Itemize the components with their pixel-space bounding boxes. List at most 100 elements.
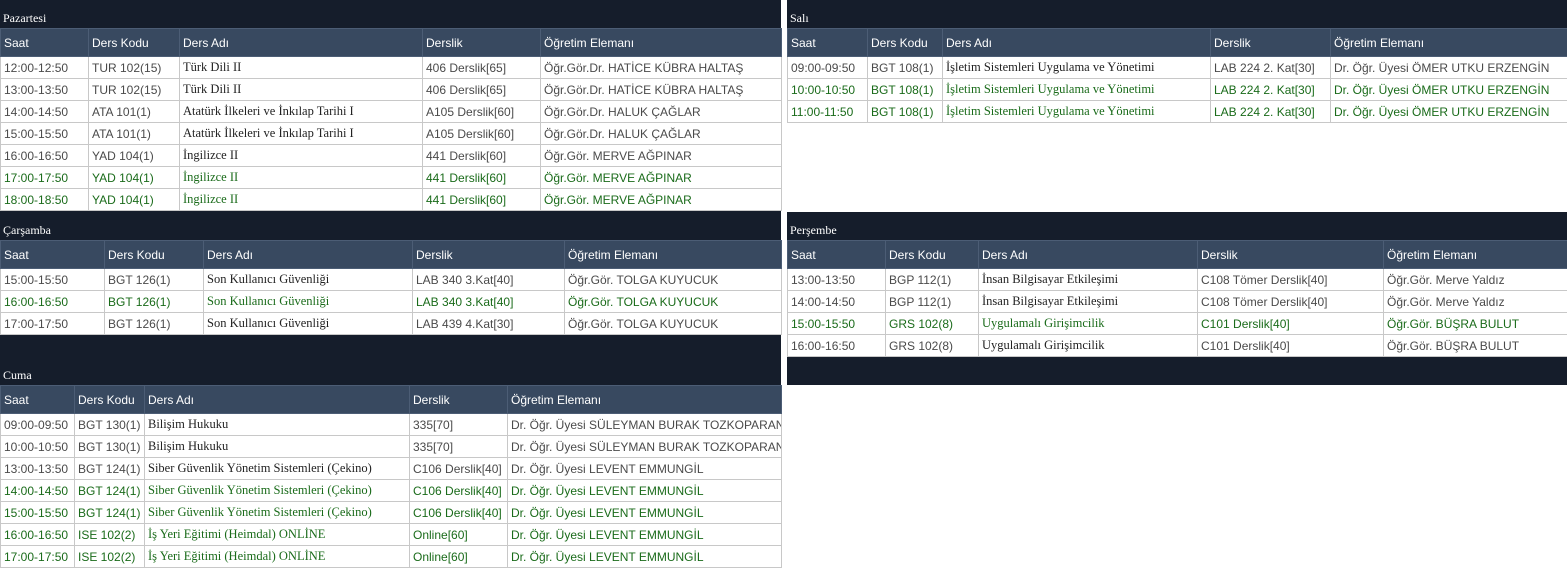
cell-ders-adi: İş Yeri Eğitimi (Heimdal) ONLİNE (144, 523, 410, 546)
header-derslik: Derslik (412, 240, 565, 269)
cell-derslik: 335[70] (409, 413, 508, 436)
schedule-panel-sali: Salı Saat Ders Kodu Ders Adı Derslik Öğr… (787, 0, 1567, 212)
table-row: 18:00-18:50 YAD 104(1) İngilizce II 441 Der… (0, 188, 782, 211)
cell-ders-adi: İngilizce II (179, 144, 423, 167)
cell-ogretim-elemani: Öğr.Gör. TOLGA KUYUCUK (564, 268, 782, 291)
header-derslik: Derslik (1197, 240, 1384, 269)
cell-ders-adi: Son Kullanıcı Güvenliği (203, 312, 413, 335)
cell-ders-adi: Siber Güvenlik Yönetim Sistemleri (Çekin… (144, 501, 410, 524)
header-ders-adi: Ders Adı (978, 240, 1198, 269)
cell-derslik: LAB 224 2. Kat[30] (1210, 56, 1331, 79)
header-ogretim-elemani: Öğretim Elemanı (1330, 28, 1567, 57)
header-ders-adi: Ders Adı (179, 28, 423, 57)
table-row: 09:00-09:50 BGT 108(1) İşletim Sistemleri … (787, 56, 1567, 79)
header-saat: Saat (787, 28, 868, 57)
header-derslik: Derslik (409, 385, 508, 414)
cell-ders-kodu: BGT 108(1) (867, 56, 943, 79)
table-row: 16:00-16:50 GRS 102(8) Uygulamalı Girişimc… (787, 334, 1567, 357)
header-derslik: Derslik (422, 28, 541, 57)
cell-ders-kodu: BGT 108(1) (867, 100, 943, 123)
table-row: 13:00-13:50 BGT 124(1) Siber Güvenlik Yöne… (0, 457, 782, 480)
schedule-table-cuma: Saat Ders Kodu Ders Adı Derslik Öğretim … (0, 385, 782, 568)
cell-derslik: C108 Tömer Derslik[40] (1197, 268, 1384, 291)
header-saat: Saat (0, 28, 89, 57)
cell-saat: 17:00-17:50 (0, 312, 105, 335)
cell-derslik: A105 Derslik[60] (422, 122, 541, 145)
header-saat: Saat (0, 240, 105, 269)
cell-saat: 09:00-09:50 (0, 413, 75, 436)
cell-derslik: 441 Derslik[60] (422, 144, 541, 167)
header-ogretim-elemani: Öğretim Elemanı (564, 240, 782, 269)
cell-ders-kodu: TUR 102(15) (88, 56, 180, 79)
cell-saat: 10:00-10:50 (787, 78, 868, 101)
header-ders-kodu: Ders Kodu (88, 28, 180, 57)
table-row: 11:00-11:50 BGT 108(1) İşletim Sistemleri … (787, 100, 1567, 123)
cell-ogretim-elemani: Öğr.Gör. Merve Yaldız (1383, 290, 1567, 313)
cell-saat: 13:00-13:50 (0, 78, 89, 101)
cell-saat: 16:00-16:50 (0, 144, 89, 167)
cell-derslik: C108 Tömer Derslik[40] (1197, 290, 1384, 313)
cell-ogretim-elemani: Dr. Öğr. Üyesi ÖMER UTKU ERZENGİN (1330, 56, 1567, 79)
cell-saat: 16:00-16:50 (787, 334, 886, 357)
cell-ders-adi: Son Kullanıcı Güvenliği (203, 268, 413, 291)
table-row: 16:00-16:50 ISE 102(2) İş Yeri Eğitimi (He… (0, 523, 782, 546)
schedule-table-pazartesi: Saat Ders Kodu Ders Adı Derslik Öğretim … (0, 28, 782, 211)
cell-ders-adi: Bilişim Hukuku (144, 413, 410, 436)
cell-ders-adi: İşletim Sistemleri Uygulama ve Yönetimi (942, 100, 1211, 123)
header-ders-adi: Ders Adı (144, 385, 410, 414)
cell-saat: 16:00-16:50 (0, 290, 105, 313)
cell-derslik: Online[60] (409, 545, 508, 568)
cell-ogretim-elemani: Dr. Öğr. Üyesi LEVENT EMMUNGİL (507, 523, 782, 546)
cell-ders-kodu: ATA 101(1) (88, 100, 180, 123)
header-ogretim-elemani: Öğretim Elemanı (507, 385, 782, 414)
table-row: 14:00-14:50 ATA 101(1) Atatürk İlkeleri ve… (0, 100, 782, 123)
schedule-panel-persembe: Perşembe Saat Ders Kodu Ders Adı Derslik… (787, 212, 1567, 385)
table-row: 15:00-15:50 BGT 124(1) Siber Güvenlik Yöne… (0, 501, 782, 524)
table-header-row: Saat Ders Kodu Ders Adı Derslik Öğretim … (0, 28, 782, 57)
header-ogretim-elemani: Öğretim Elemanı (1383, 240, 1567, 269)
cell-derslik: LAB 439 4.Kat[30] (412, 312, 565, 335)
cell-ders-adi: İngilizce II (179, 166, 423, 189)
table-row: 14:00-14:50 BGT 124(1) Siber Güvenlik Yöne… (0, 479, 782, 502)
table-row: 15:00-15:50 ATA 101(1) Atatürk İlkeleri ve… (0, 122, 782, 145)
cell-ders-kodu: BGT 126(1) (104, 290, 204, 313)
cell-saat: 15:00-15:50 (0, 122, 89, 145)
cell-ders-kodu: BGT 108(1) (867, 78, 943, 101)
table-header-row: Saat Ders Kodu Ders Adı Derslik Öğretim … (0, 240, 782, 269)
day-title-persembe: Perşembe (787, 212, 1567, 240)
cell-saat: 15:00-15:50 (0, 501, 75, 524)
cell-ders-adi: İnsan Bilgisayar Etkileşimi (978, 268, 1198, 291)
table-row: 17:00-17:50 YAD 104(1) İngilizce II 441 Der… (0, 166, 782, 189)
cell-derslik: A105 Derslik[60] (422, 100, 541, 123)
cell-ders-adi: Türk Dili II (179, 56, 423, 79)
cell-saat: 11:00-11:50 (787, 100, 868, 123)
cell-ders-adi: Siber Güvenlik Yönetim Sistemleri (Çekin… (144, 457, 410, 480)
cell-ders-kodu: BGP 112(1) (885, 268, 979, 291)
cell-ders-adi: Atatürk İlkeleri ve İnkılap Tarihi I (179, 100, 423, 123)
table-row: 12:00-12:50 TUR 102(15) Türk Dili II 406 De… (0, 56, 782, 79)
cell-ders-kodu: BGT 124(1) (74, 479, 145, 502)
table-row: 15:00-15:50 GRS 102(8) Uygulamalı Girişimc… (787, 312, 1567, 335)
cell-derslik: C106 Derslik[40] (409, 479, 508, 502)
cell-ogretim-elemani: Dr. Öğr. Üyesi LEVENT EMMUNGİL (507, 457, 782, 480)
cell-ogretim-elemani: Öğr.Gör. TOLGA KUYUCUK (564, 312, 782, 335)
cell-ders-kodu: GRS 102(8) (885, 312, 979, 335)
table-row: 09:00-09:50 BGT 130(1) Bilişim Hukuku 335[7… (0, 413, 782, 436)
cell-ders-adi: Siber Güvenlik Yönetim Sistemleri (Çekin… (144, 479, 410, 502)
table-row: 17:00-17:50 BGT 126(1) Son Kullanıcı Güven… (0, 312, 782, 335)
cell-saat: 14:00-14:50 (0, 479, 75, 502)
cell-ogretim-elemani: Öğr.Gör. BÜŞRA BULUT (1383, 334, 1567, 357)
cell-ogretim-elemani: Dr. Öğr. Üyesi LEVENT EMMUNGİL (507, 545, 782, 568)
cell-saat: 12:00-12:50 (0, 56, 89, 79)
header-saat: Saat (787, 240, 886, 269)
cell-ders-adi: Türk Dili II (179, 78, 423, 101)
cell-derslik: 335[70] (409, 435, 508, 458)
cell-saat: 14:00-14:50 (0, 100, 89, 123)
cell-saat: 17:00-17:50 (0, 166, 89, 189)
cell-ders-kodu: ATA 101(1) (88, 122, 180, 145)
cell-ders-kodu: GRS 102(8) (885, 334, 979, 357)
header-derslik: Derslik (1210, 28, 1331, 57)
cell-saat: 10:00-10:50 (0, 435, 75, 458)
cell-ogretim-elemani: Öğr.Gör. TOLGA KUYUCUK (564, 290, 782, 313)
cell-saat: 16:00-16:50 (0, 523, 75, 546)
